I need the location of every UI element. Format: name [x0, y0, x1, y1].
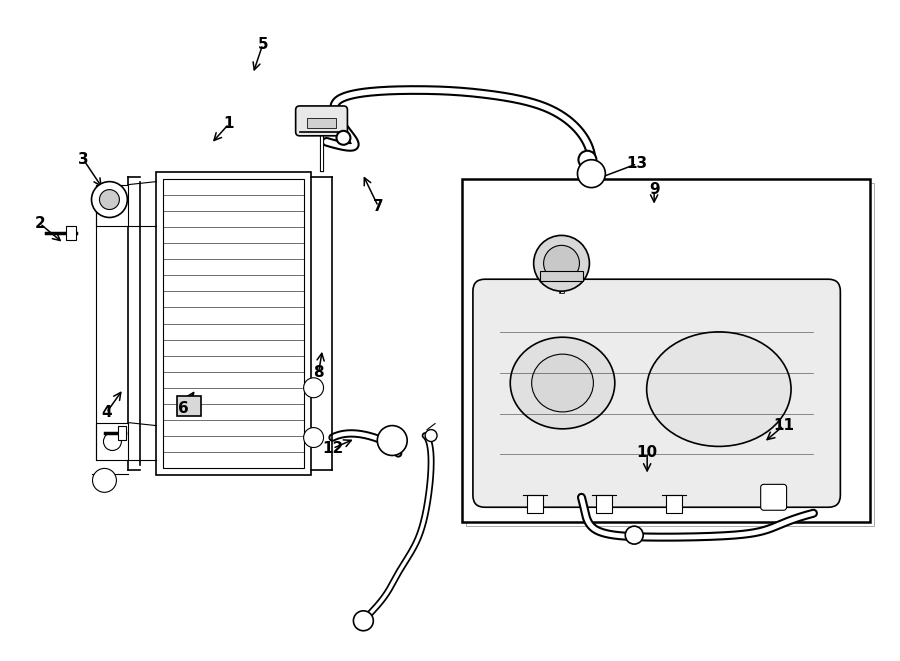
- Circle shape: [425, 430, 437, 442]
- Bar: [666, 495, 682, 513]
- Circle shape: [578, 160, 606, 188]
- Bar: [96, 184, 129, 227]
- Bar: [466, 182, 874, 526]
- Circle shape: [534, 235, 590, 291]
- Text: 10: 10: [636, 445, 658, 460]
- Bar: [540, 271, 583, 281]
- Text: 6: 6: [178, 401, 188, 416]
- Text: 2: 2: [34, 216, 45, 231]
- Text: 4: 4: [101, 405, 112, 420]
- Bar: [526, 495, 543, 513]
- Text: 3: 3: [78, 152, 89, 167]
- Ellipse shape: [532, 354, 593, 412]
- Text: 5: 5: [257, 37, 268, 52]
- Circle shape: [626, 526, 644, 544]
- Circle shape: [303, 428, 323, 447]
- Text: 11: 11: [773, 418, 794, 433]
- Ellipse shape: [510, 337, 615, 429]
- FancyBboxPatch shape: [760, 485, 787, 510]
- Bar: [163, 178, 303, 469]
- Circle shape: [337, 131, 350, 145]
- FancyBboxPatch shape: [472, 279, 841, 507]
- Text: 12: 12: [322, 441, 343, 456]
- Ellipse shape: [647, 332, 791, 446]
- Text: 9: 9: [649, 182, 660, 197]
- Bar: [66, 227, 76, 241]
- FancyBboxPatch shape: [296, 106, 347, 136]
- Circle shape: [354, 611, 373, 631]
- Bar: [119, 426, 126, 440]
- Circle shape: [100, 190, 120, 210]
- Circle shape: [377, 426, 407, 455]
- Bar: [157, 172, 310, 475]
- Text: 7: 7: [373, 199, 383, 214]
- Bar: [307, 118, 337, 128]
- Circle shape: [303, 378, 323, 398]
- Circle shape: [104, 432, 122, 451]
- Circle shape: [93, 469, 116, 492]
- Text: 1: 1: [224, 116, 234, 132]
- Bar: [177, 396, 201, 416]
- Circle shape: [544, 245, 580, 281]
- Circle shape: [579, 151, 597, 169]
- Text: 8: 8: [313, 366, 324, 380]
- Bar: [597, 495, 612, 513]
- Bar: [96, 422, 129, 461]
- Circle shape: [104, 196, 122, 214]
- Circle shape: [92, 182, 128, 217]
- Bar: [462, 178, 870, 522]
- Text: 13: 13: [626, 156, 648, 171]
